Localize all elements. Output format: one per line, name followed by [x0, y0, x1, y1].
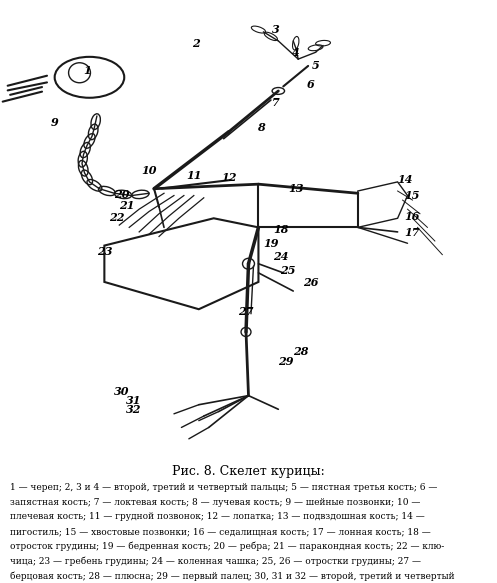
Text: 8: 8 [257, 122, 265, 133]
FancyArrowPatch shape [2, 92, 42, 101]
Text: 7: 7 [272, 97, 280, 108]
Text: 27: 27 [238, 306, 254, 317]
Text: 29: 29 [278, 356, 294, 367]
Text: 23: 23 [96, 245, 112, 257]
Text: 32: 32 [126, 404, 142, 415]
Text: 30: 30 [114, 387, 130, 398]
Text: 20: 20 [114, 189, 130, 200]
Text: 11: 11 [186, 170, 202, 181]
Text: 5: 5 [312, 61, 320, 72]
Text: 12: 12 [221, 172, 237, 183]
Text: 19: 19 [263, 238, 279, 249]
Text: 31: 31 [126, 395, 142, 406]
FancyArrowPatch shape [162, 180, 231, 188]
Text: 24: 24 [273, 251, 289, 262]
Text: 25: 25 [280, 265, 296, 276]
FancyArrowPatch shape [10, 87, 42, 95]
Text: 28: 28 [293, 346, 309, 357]
Text: 9: 9 [51, 117, 59, 128]
Text: 6: 6 [307, 79, 315, 90]
Text: Рис. 8. Скелет курицы:: Рис. 8. Скелет курицы: [172, 465, 325, 478]
Text: 22: 22 [109, 212, 125, 223]
Text: 15: 15 [405, 190, 420, 201]
Text: чица; 23 — гребень грудины; 24 — коленная чашка; 25, 26 — отростки грудины; 27 —: чица; 23 — гребень грудины; 24 — коленна… [10, 557, 421, 566]
Text: берцовая кость; 28 — плюсна; 29 — первый палец; 30, 31 и 32 — второй, третий и ч: берцовая кость; 28 — плюсна; 29 — первый… [10, 571, 455, 581]
FancyArrowPatch shape [7, 82, 47, 90]
Text: 1 — череп; 2, 3 и 4 — второй, третий и четвертый пальцы; 5 — пястная третья кост: 1 — череп; 2, 3 и 4 — второй, третий и ч… [10, 483, 437, 492]
Text: 26: 26 [303, 278, 319, 289]
Text: 17: 17 [405, 227, 420, 238]
Text: отросток грудины; 19 — бедренная кость; 20 — ребра; 21 — паракондная кость; 22 —: отросток грудины; 19 — бедренная кость; … [10, 542, 444, 552]
Text: пигостиль; 15 — хвостовые позвонки; 16 — седалищная кость; 17 — лонная кость; 18: пигостиль; 15 — хвостовые позвонки; 16 —… [10, 527, 431, 536]
Text: 14: 14 [397, 174, 413, 185]
Text: плечевая кость; 11 — грудной позвонок; 12 — лопатка; 13 — подвздошная кость; 14 : плечевая кость; 11 — грудной позвонок; 1… [10, 512, 425, 521]
Text: 4: 4 [292, 47, 300, 58]
Text: 16: 16 [405, 210, 420, 222]
Text: 1: 1 [83, 65, 91, 76]
Text: 18: 18 [273, 224, 289, 235]
Text: 10: 10 [141, 165, 157, 176]
Text: 3: 3 [272, 24, 280, 35]
Text: 21: 21 [119, 200, 135, 211]
FancyArrowPatch shape [7, 76, 47, 86]
Text: запястная кость; 7 — локтевая кость; 8 — лучевая кость; 9 — шейные позвонки; 10 : запястная кость; 7 — локтевая кость; 8 —… [10, 498, 420, 507]
Text: 13: 13 [288, 183, 304, 194]
Text: 2: 2 [192, 38, 200, 49]
